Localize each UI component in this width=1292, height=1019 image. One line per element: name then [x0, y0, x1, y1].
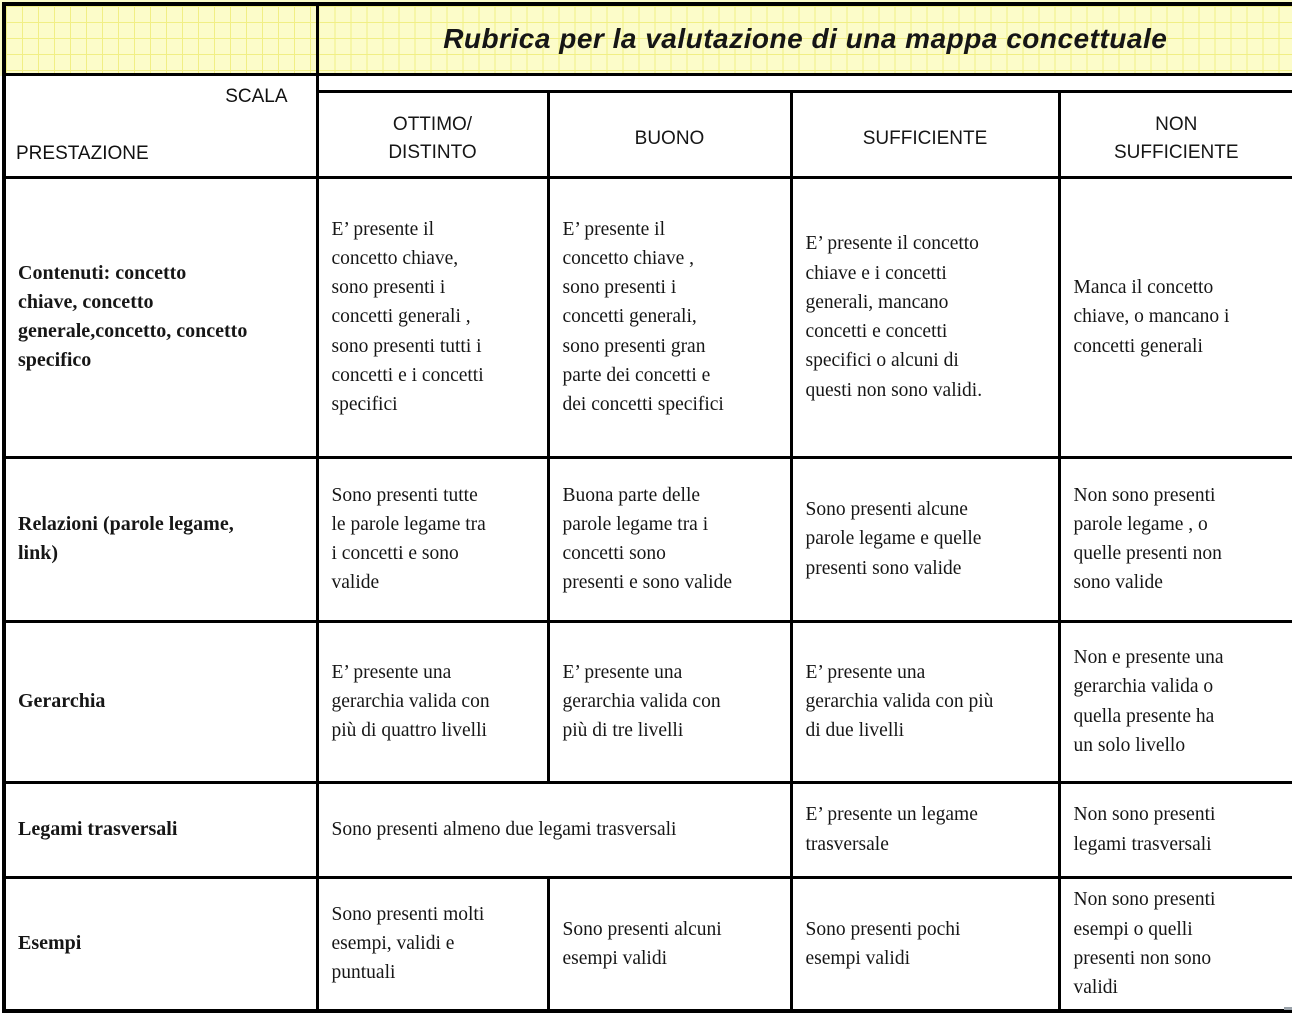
rubric-cell-contenuti-ottimo: E’ presente il concetto chiave, sono pre… [315, 175, 550, 459]
rubric-cell-relazioni-buono: Buona parte delle parole legame tra i co… [546, 455, 793, 623]
rubric-cell-gerarchia-ottimo: E’ presente una gerarchia valida con più… [315, 619, 550, 784]
column-header-buono: BUONO [546, 89, 793, 179]
row-label-contenuti: Contenuti: concetto chiave, concetto gen… [2, 175, 319, 459]
rubric-cell-gerarchia-buono: E’ presente una gerarchia valida con più… [546, 619, 793, 784]
rubric-cell-esempi-buono: Sono presenti alcuni esempi validi [546, 875, 793, 1013]
table-row-contenuti: Contenuti: concetto chiave, concetto gen… [2, 175, 1292, 459]
rubric-cell-esempi-non-sufficiente: Non sono presenti esempi o quelli presen… [1057, 875, 1292, 1013]
rubric-cell-contenuti-non-sufficiente: Manca il concetto chiave, o mancano i co… [1057, 175, 1292, 459]
row-label-esempi: Esempi [2, 875, 319, 1013]
column-header-sufficiente: SUFFICIENTE [789, 89, 1061, 179]
scala-label: SCALA [225, 86, 288, 107]
rubric-cell-gerarchia-non-sufficiente: Non e presente una gerarchia valida o qu… [1057, 619, 1292, 784]
column-header-row: OTTIMO/ DISTINTO BUONO SUFFICIENTE NON S… [4, 89, 1292, 179]
page-edge-top [0, 0, 1292, 2]
page-edge-left [0, 0, 2, 76]
rubric-cell-esempi-ottimo: Sono presenti molti esempi, validi e pun… [315, 875, 550, 1013]
prestazione-label: PRESTAZIONE [16, 143, 149, 164]
column-header-non-sufficiente: NON SUFFICIENTE [1057, 89, 1292, 179]
title-band-spacer [2, 2, 319, 76]
row-label-gerarchia: Gerarchia [2, 619, 319, 784]
scan-artifact-bottomright [1284, 1007, 1292, 1010]
title-band-row: Rubrica per la valutazione di una mappa … [2, 2, 1292, 76]
rubric-cell-relazioni-non-sufficiente: Non sono presenti parole legame , o quel… [1057, 455, 1292, 623]
rubric-cell-esempi-sufficiente: Sono presenti pochi esempi validi [789, 875, 1061, 1013]
rubric-cell-relazioni-sufficiente: Sono presenti alcune parole legame e que… [789, 455, 1061, 623]
table-row-gerarchia: Gerarchia E’ presente una gerarchia vali… [2, 619, 1292, 784]
column-header-ottimo-distinto: OTTIMO/ DISTINTO [315, 89, 550, 179]
page-title: Rubrica per la valutazione di una mappa … [315, 2, 1292, 76]
table-row-esempi: Esempi Sono presenti molti esempi, valid… [2, 875, 1292, 1013]
rubric-cell-legami-non-sufficiente: Non sono presenti legami trasversali [1057, 780, 1292, 879]
table-row-relazioni: Relazioni (parole legame, link) Sono pre… [2, 455, 1292, 623]
rubric-cell-relazioni-ottimo: Sono presenti tutte le parole legame tra… [315, 455, 550, 623]
row-label-relazioni: Relazioni (parole legame, link) [2, 455, 319, 623]
rubric-cell-contenuti-buono: E’ presente il concetto chiave , sono pr… [546, 175, 793, 459]
rubric-cell-legami-ottimo-buono-merged: Sono presenti almeno due legami trasvers… [315, 780, 793, 879]
rubric-cell-legami-sufficiente: E’ presente un legame trasversale [789, 780, 1061, 879]
table-row-legami-trasversali: Legami trasversali Sono presenti almeno … [2, 780, 1292, 879]
row-label-legami-trasversali: Legami trasversali [2, 780, 319, 879]
rubric-cell-contenuti-sufficiente: E’ presente il concetto chiave e i conce… [789, 175, 1061, 459]
axis-corner-cell: SCALA PRESTAZIONE [2, 72, 319, 179]
axis-corner-inner: SCALA PRESTAZIONE [7, 77, 314, 174]
rubric-cell-gerarchia-sufficiente: E’ presente una gerarchia valida con più… [789, 619, 1061, 784]
gap-band [315, 72, 1292, 93]
gap-row: SCALA PRESTAZIONE [2, 72, 1292, 179]
